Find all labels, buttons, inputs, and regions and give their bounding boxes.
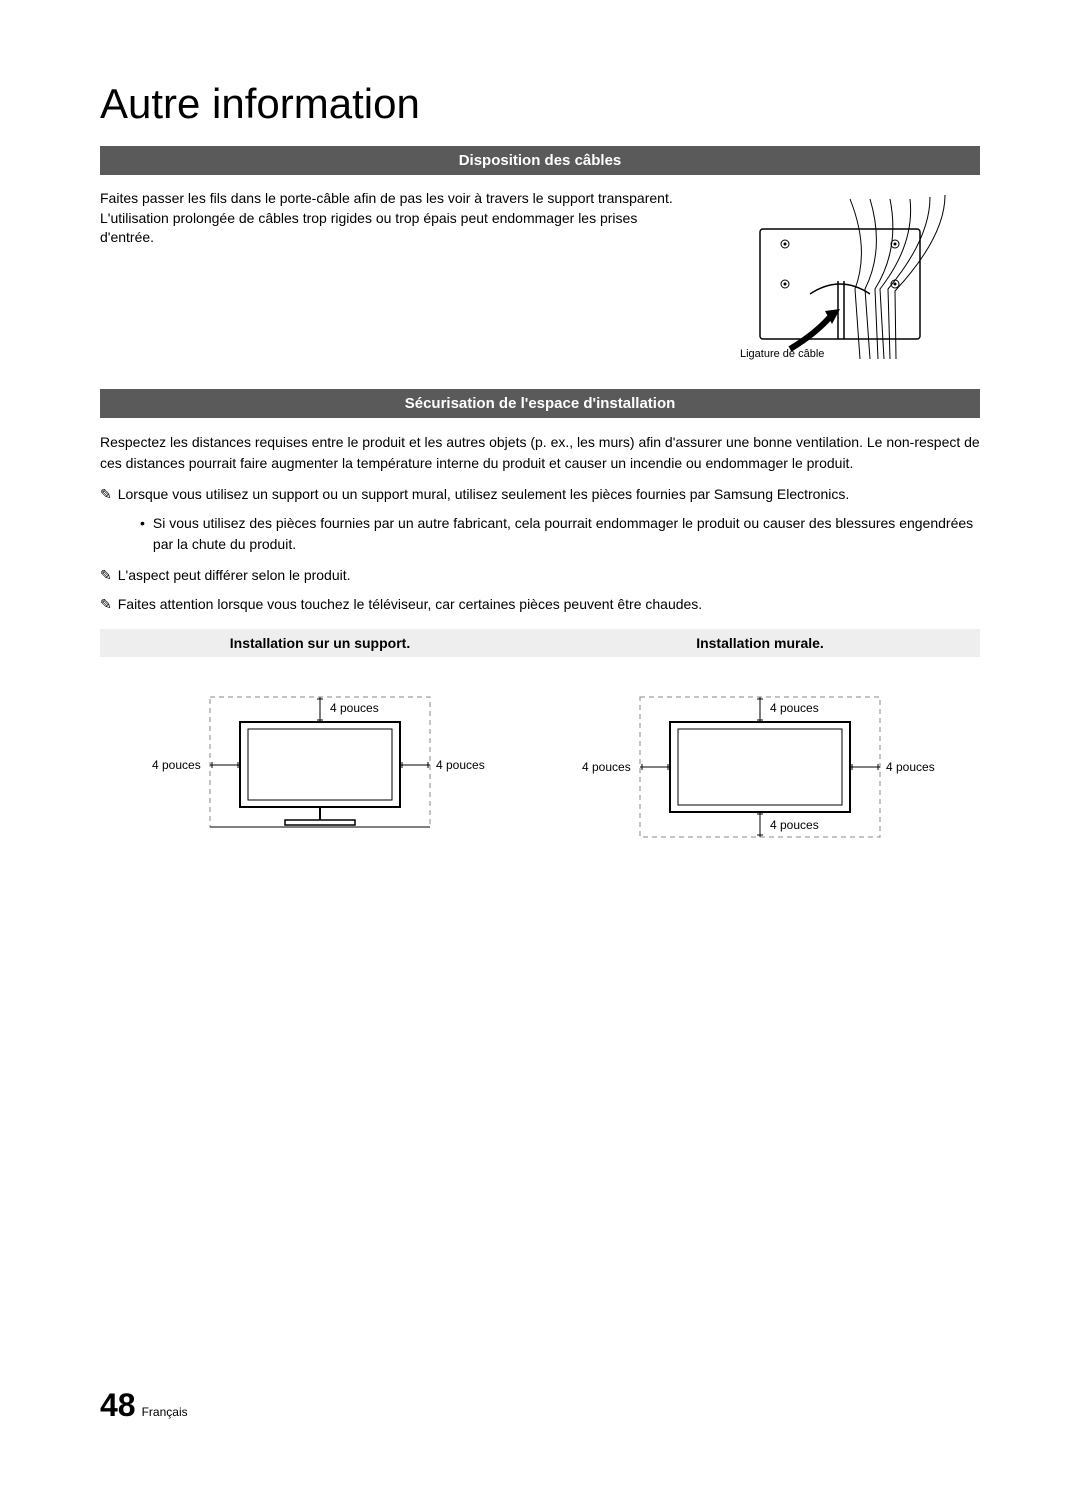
note-2-text: L'aspect peut différer selon le produit.	[118, 565, 351, 586]
page-footer: 48 Français	[100, 1387, 188, 1424]
cables-intro-text: Faites passer les fils dans le porte-câb…	[100, 189, 690, 369]
svg-text:4 pouces: 4 pouces	[152, 758, 201, 772]
note-1: ✎ Lorsque vous utilisez un support ou un…	[100, 484, 980, 505]
note-icon: ✎	[100, 594, 112, 615]
svg-text:4 pouces: 4 pouces	[886, 760, 935, 774]
note-3: ✎ Faites attention lorsque vous touchez …	[100, 594, 980, 615]
note-3-text: Faites attention lorsque vous touchez le…	[118, 594, 702, 615]
note-icon: ✎	[100, 565, 112, 586]
svg-text:4 pouces: 4 pouces	[582, 760, 631, 774]
cable-diagram: Ligature de câble	[720, 189, 980, 369]
svg-text:4 pouces: 4 pouces	[330, 701, 379, 715]
section-heading-space: Sécurisation de l'espace d'installation	[100, 389, 980, 418]
install-wall-header: Installation murale.	[540, 629, 980, 657]
page-title: Autre information	[100, 80, 980, 128]
wall-diagram: 4 pouces 4 pouces 4 pouces 4 pouces	[540, 677, 980, 857]
bullet-1: • Si vous utilisez des pièces fournies p…	[140, 513, 980, 555]
page-number: 48	[100, 1387, 136, 1424]
cable-diagram-label: Ligature de câble	[740, 348, 824, 360]
stand-diagram: 4 pouces 4 pouces 4 pouces	[100, 677, 540, 857]
section-heading-cables: Disposition des câbles	[100, 146, 980, 175]
svg-text:4 pouces: 4 pouces	[436, 758, 485, 772]
page-language: Français	[142, 1405, 188, 1419]
install-stand-header: Installation sur un support.	[100, 629, 540, 657]
space-para1: Respectez les distances requises entre l…	[100, 432, 980, 474]
bullet-dot: •	[140, 513, 145, 555]
svg-text:4 pouces: 4 pouces	[770, 701, 819, 715]
note-1-text: Lorsque vous utilisez un support ou un s…	[118, 484, 850, 505]
svg-text:4 pouces: 4 pouces	[770, 818, 819, 832]
note-icon: ✎	[100, 484, 112, 505]
note-2: ✎ L'aspect peut différer selon le produi…	[100, 565, 980, 586]
bullet-1-text: Si vous utilisez des pièces fournies par…	[153, 513, 980, 555]
